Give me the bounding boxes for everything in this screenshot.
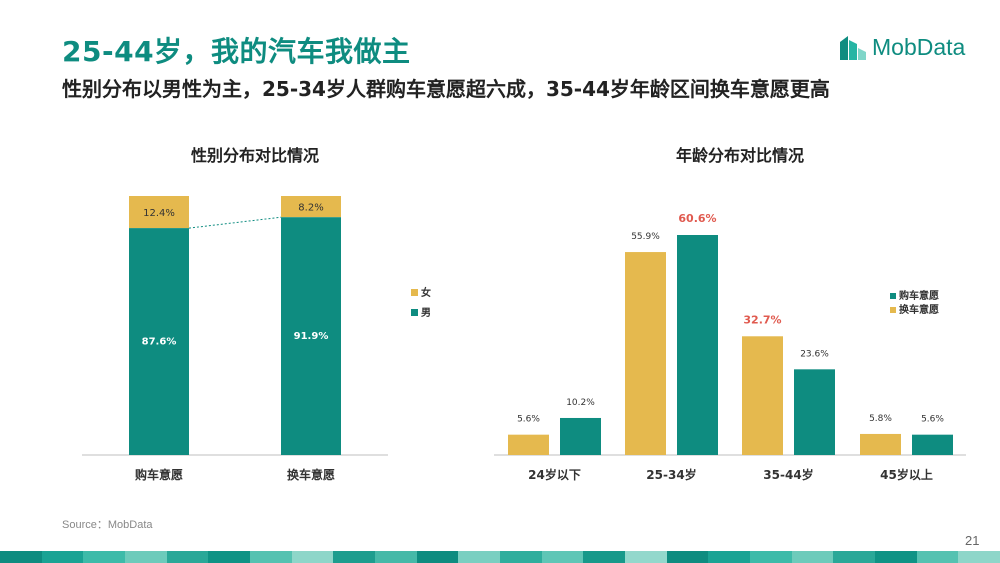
- page-title: 25-44岁，我的汽车我做主: [62, 35, 411, 68]
- age-bar-1-1: [677, 235, 718, 455]
- age-category-label-0: 24岁以下: [528, 467, 581, 482]
- footer-stripe-segment: [833, 551, 876, 563]
- age-label-3-1: 5.6%: [921, 415, 944, 425]
- age-legend-label-0: 购车意愿: [899, 289, 939, 302]
- footer-stripe: [0, 551, 1000, 563]
- logo-building-icon: [840, 36, 866, 60]
- footer-stripe-segment: [375, 551, 417, 563]
- gender-legend-swatch-0: [411, 289, 418, 296]
- age-label-1-0: 55.9%: [631, 232, 660, 242]
- age-bar-0-1: [560, 417, 601, 455]
- age-label-2-0: 32.7%: [743, 313, 781, 326]
- gender-label-male-1: 91.9%: [294, 331, 329, 342]
- gender-category-label-1: 换车意愿: [287, 467, 335, 482]
- gender-chart-title: 性别分布对比情况: [190, 146, 319, 165]
- footer-stripe-segment: [208, 551, 251, 563]
- footer-stripe-segment: [875, 551, 917, 563]
- footer-stripe-segment: [541, 551, 584, 563]
- gender-label-female-1: 8.2%: [298, 203, 323, 214]
- gender-bar-female-1: [281, 196, 341, 218]
- gender-legend-label-0: 女: [421, 286, 431, 299]
- page-number: 21: [965, 533, 980, 548]
- age-bar-2-1: [794, 369, 835, 455]
- footer-stripe-segment: [0, 551, 42, 563]
- footer-stripe-segment: [583, 551, 626, 563]
- footer-stripe-segment: [916, 551, 959, 563]
- age-category-label-2: 35-44岁: [763, 467, 813, 482]
- age-label-3-0: 5.8%: [869, 414, 892, 424]
- age-label-0-0: 5.6%: [517, 415, 540, 425]
- age-category-label-1: 25-34岁: [646, 467, 696, 482]
- footer-stripe-segment: [416, 551, 459, 563]
- footer-stripe-segment: [125, 551, 167, 563]
- footer-stripe-segment: [166, 551, 209, 563]
- gender-bar-male-0: [129, 228, 189, 455]
- footer-stripe-segment: [41, 551, 84, 563]
- gender-connector-line: [188, 216, 282, 229]
- age-bar-3-0: [860, 433, 901, 455]
- footer-stripe-segment: [666, 551, 709, 563]
- footer-stripe-segment: [791, 551, 834, 563]
- footer-stripe-segment: [750, 551, 792, 563]
- gender-bar-female-0: [129, 196, 189, 229]
- logo-text: MobData: [872, 33, 966, 60]
- gender-category-label-0: 购车意愿: [135, 467, 183, 482]
- gender-bar-male-1: [281, 217, 341, 455]
- age-label-1-1: 60.6%: [678, 212, 716, 225]
- gender-label-female-0: 12.4%: [143, 208, 175, 219]
- footer-stripe-segment: [958, 551, 1000, 563]
- logo: MobData: [838, 30, 965, 64]
- age-bar-3-1: [912, 434, 953, 455]
- gender-label-male-0: 87.6%: [142, 337, 177, 348]
- age-category-label-3: 45岁以上: [880, 467, 933, 482]
- page-subtitle: 性别分布以男性为主，25-34岁人群购车意愿超六成，35-44岁年龄区间换车意愿…: [62, 77, 830, 101]
- footer-stripe-segment: [458, 551, 501, 563]
- footer-stripe-segment: [83, 551, 126, 563]
- footer-stripe-segment: [500, 551, 542, 563]
- footer-stripe-segment: [625, 551, 667, 563]
- age-chart-title: 年龄分布对比情况: [675, 146, 804, 165]
- age-legend-swatch-0: [890, 293, 896, 299]
- footer-stripe-segment: [250, 551, 292, 563]
- age-bar-2-0: [742, 336, 783, 455]
- age-label-2-1: 23.6%: [800, 349, 829, 359]
- gender-legend-label-1: 男: [421, 307, 431, 319]
- footer-stripe-segment: [708, 551, 751, 563]
- footer-stripe-segment: [291, 551, 334, 563]
- source-note: Source：MobData: [62, 519, 153, 531]
- age-bar-0-0: [508, 434, 549, 455]
- age-label-0-1: 10.2%: [566, 398, 595, 408]
- gender-legend-swatch-1: [411, 309, 418, 316]
- age-legend-label-1: 换车意愿: [899, 303, 939, 316]
- age-legend-swatch-1: [890, 307, 896, 313]
- age-bar-1-0: [625, 252, 666, 455]
- footer-stripe-segment: [333, 551, 376, 563]
